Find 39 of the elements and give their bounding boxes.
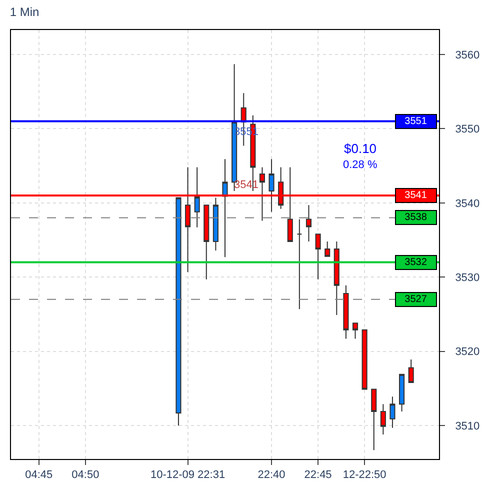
candlestick — [362, 329, 368, 390]
candlestick — [176, 197, 182, 426]
candlestick — [306, 204, 312, 242]
x-tick-label: 12-22:50 — [342, 469, 386, 482]
annotation: $0.10 — [344, 141, 377, 156]
y-tick-label: 3530 — [455, 272, 480, 284]
chart-title: 1 Min — [10, 4, 40, 19]
candlestick — [380, 404, 386, 436]
candlestick — [334, 241, 340, 316]
x-tick-label: 04:45 — [25, 469, 53, 482]
ref-line-label: 3532 — [404, 257, 428, 268]
candlestick — [194, 166, 200, 228]
x-tick-label: 10-12-09 22:31 — [150, 469, 226, 482]
x-tick-label: 22:45 — [304, 469, 332, 482]
ref-line-label: 3527 — [404, 294, 428, 305]
candlestick — [390, 396, 396, 428]
ref-line-label: 3538 — [404, 212, 428, 223]
candlestick — [204, 204, 210, 280]
x-tick-label: 22:40 — [258, 469, 286, 482]
ref-line-label: 3551 — [404, 116, 428, 127]
candlestick — [324, 241, 330, 257]
y-tick-label: 3550 — [455, 124, 480, 136]
candlestick — [222, 158, 228, 258]
y-tick-label: 3540 — [455, 198, 480, 210]
candlestick — [343, 284, 349, 340]
candlestick — [212, 197, 218, 251]
candlestick — [371, 388, 377, 451]
ref-line-label: 3541 — [404, 190, 428, 201]
y-tick-label: 3560 — [455, 49, 480, 62]
annotation: 0.28 % — [343, 159, 378, 171]
x-tick-label: 04:50 — [72, 469, 100, 482]
y-tick-label: 3510 — [455, 420, 480, 432]
y-tick-label: 3520 — [455, 346, 480, 358]
candlestick — [315, 234, 321, 280]
candlestick — [408, 359, 414, 384]
candlestick — [268, 158, 274, 212]
candlestick — [352, 322, 358, 340]
candlestick — [296, 218, 302, 310]
candlestick — [399, 374, 405, 412]
